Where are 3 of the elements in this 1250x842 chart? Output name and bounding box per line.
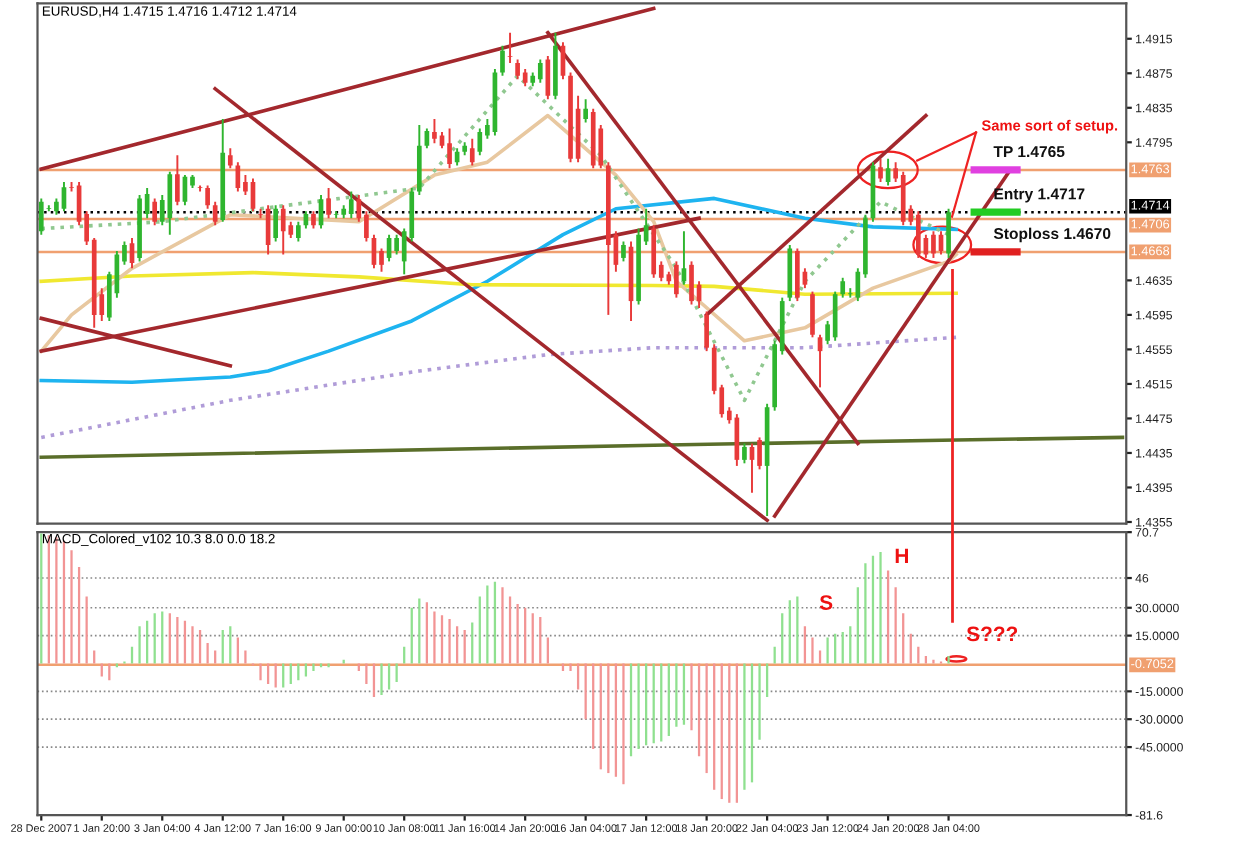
annotation: H [895,548,908,563]
annotation: S [819,595,833,610]
annotation: S??? [966,626,1018,642]
